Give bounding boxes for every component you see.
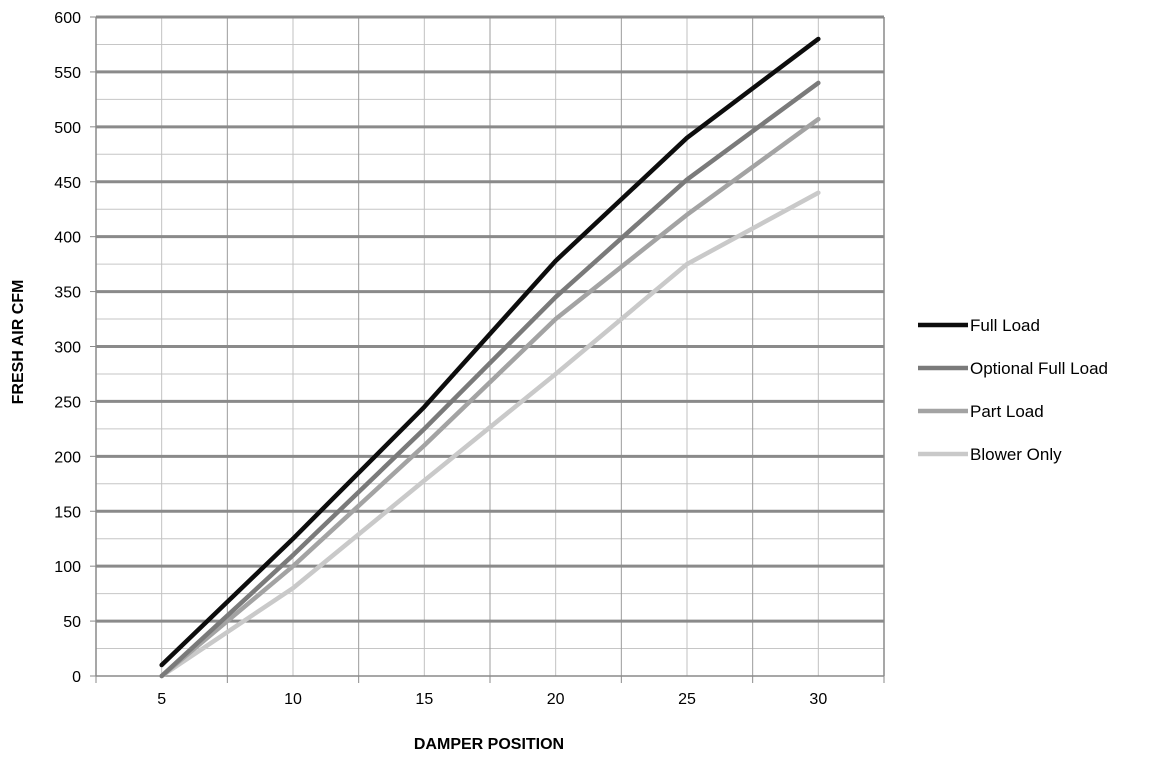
- y-tick-label: 600: [54, 10, 81, 27]
- x-axis-title: DAMPER POSITION: [414, 736, 564, 753]
- y-tick-label: 200: [54, 449, 81, 466]
- y-tick-label: 350: [54, 285, 81, 302]
- series-line-blower-only: [159, 190, 821, 679]
- y-tick-label: 50: [63, 614, 81, 631]
- x-tick-label: 5: [157, 691, 166, 708]
- y-tick-label: 550: [54, 65, 81, 82]
- y-tick-label: 450: [54, 175, 81, 192]
- y-tick-label: 300: [54, 340, 81, 357]
- chart-axes: [90, 16, 885, 683]
- y-tick-label: 0: [72, 669, 81, 686]
- y-axis-tick-labels: 0 50 100 150 200 250 300 350 400 450 500 550 600: [54, 10, 81, 686]
- y-tick-label: 100: [54, 559, 81, 576]
- x-tick-label: 20: [547, 691, 565, 708]
- chart-legend: Full Load Optional Full Load Part Load Blow…: [918, 316, 1108, 464]
- legend-label-full-load: Full Load: [970, 316, 1040, 335]
- x-axis-tick-labels: 5 10 15 20 25 30: [157, 691, 827, 708]
- series-lines: [159, 36, 821, 679]
- y-tick-label: 400: [54, 230, 81, 247]
- y-tick-label: 250: [54, 394, 81, 411]
- x-tick-label: 25: [678, 691, 696, 708]
- x-tick-label: 10: [284, 691, 302, 708]
- series-line-full-load: [159, 36, 821, 668]
- legend-label-part-load: Part Load: [970, 402, 1044, 421]
- y-tick-label: 150: [54, 504, 81, 521]
- series-line-optional-full-load: [159, 80, 821, 679]
- series-line-part-load: [159, 116, 821, 679]
- x-tick-label: 30: [809, 691, 827, 708]
- legend-label-optional-full-load: Optional Full Load: [970, 359, 1108, 378]
- legend-label-blower-only: Blower Only: [970, 445, 1062, 464]
- y-axis-title: FRESH AIR CFM: [10, 280, 27, 405]
- x-tick-label: 15: [415, 691, 433, 708]
- y-tick-label: 500: [54, 120, 81, 137]
